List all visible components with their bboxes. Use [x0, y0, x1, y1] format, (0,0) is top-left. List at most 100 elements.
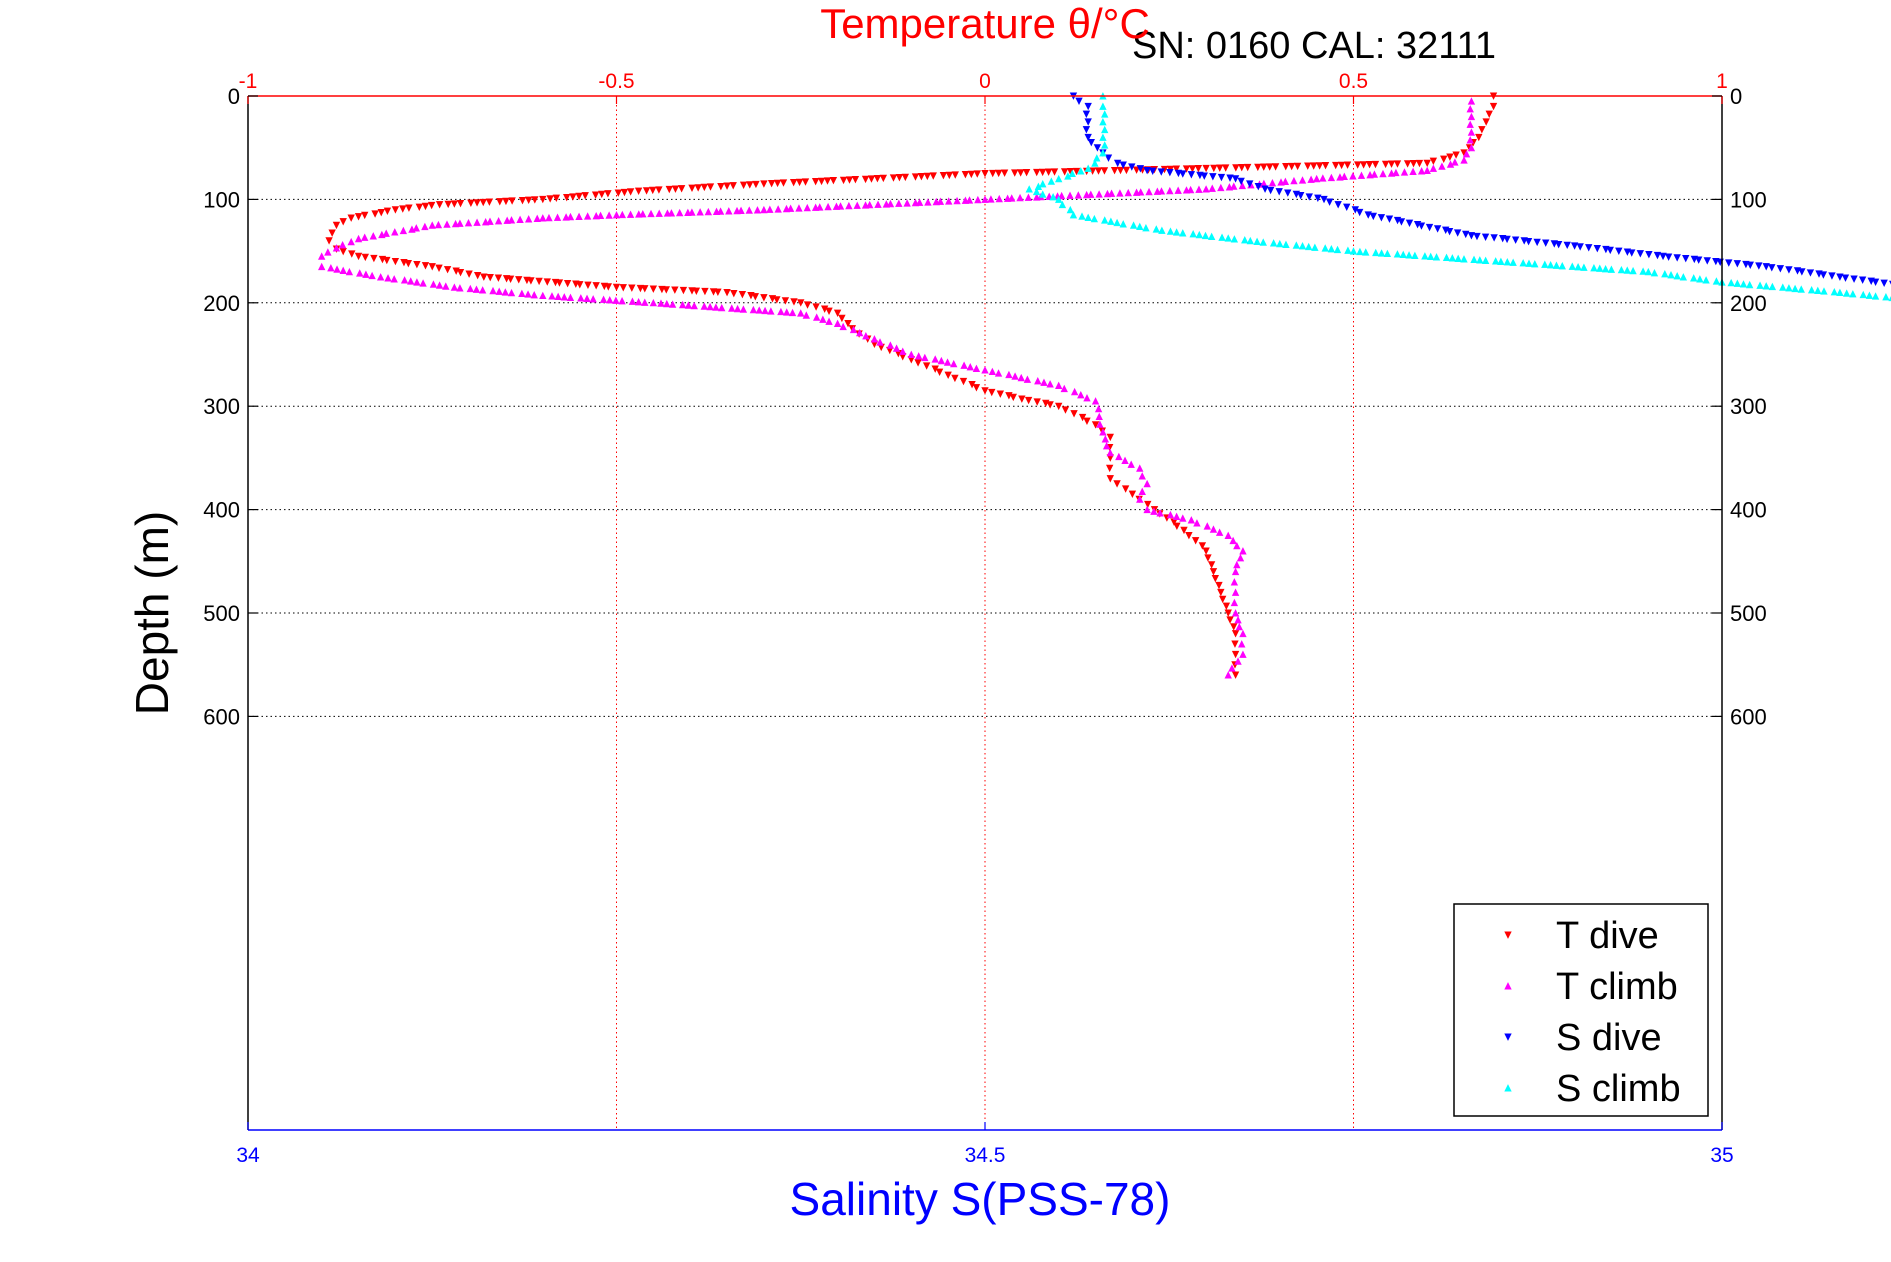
data-point [391, 228, 399, 236]
data-point [1475, 133, 1483, 142]
data-point [853, 201, 861, 209]
data-point [914, 359, 922, 367]
data-point [1101, 110, 1109, 118]
depth-tick-label-left: 0 [228, 84, 240, 109]
data-point [1119, 220, 1127, 228]
data-point [583, 212, 592, 220]
data-point [641, 285, 649, 293]
data-point [332, 221, 341, 230]
data-point [1087, 190, 1095, 198]
data-point [738, 291, 747, 299]
data-point [566, 212, 575, 221]
data-point [356, 269, 364, 277]
data-point [824, 202, 832, 211]
data-point [486, 273, 494, 282]
data-point [1017, 373, 1025, 382]
data-point [1768, 264, 1776, 272]
data-point [524, 290, 532, 298]
data-point [1144, 500, 1152, 509]
data-point [1353, 161, 1362, 169]
data-point [501, 288, 510, 296]
data-point [1806, 269, 1815, 277]
data-point [1239, 650, 1247, 658]
data-point [839, 322, 847, 331]
data-point [1746, 261, 1754, 270]
data-point [701, 287, 709, 296]
data-point [1282, 163, 1290, 171]
data-point [612, 211, 621, 219]
data-point [728, 304, 736, 312]
data-point [951, 171, 959, 179]
data-point [816, 203, 824, 211]
data-point [1099, 428, 1107, 436]
data-point [1217, 588, 1225, 597]
data-point [737, 206, 745, 214]
data-point [399, 226, 408, 235]
data-point [1049, 192, 1057, 201]
data-point [1060, 168, 1069, 176]
data-point [1128, 163, 1136, 171]
data-point [575, 192, 583, 201]
data-point [1340, 172, 1349, 181]
data-point [527, 277, 535, 285]
data-point [973, 170, 981, 178]
data-point [1110, 167, 1119, 175]
data-point [889, 174, 898, 182]
data-point [874, 200, 882, 208]
data-point [407, 277, 415, 285]
data-point [1191, 537, 1200, 545]
data-point [1828, 272, 1836, 280]
data-point [612, 283, 621, 292]
data-point [539, 195, 547, 204]
data-point [1101, 216, 1109, 224]
data-point [524, 196, 533, 205]
data-point [953, 196, 961, 205]
data-point [690, 301, 698, 310]
data-point [384, 274, 392, 282]
data-point [1327, 173, 1336, 182]
data-point [788, 308, 797, 317]
data-point [612, 296, 620, 304]
data-point [1379, 169, 1387, 178]
data-point [606, 296, 614, 304]
data-point [456, 219, 464, 227]
data-point [1201, 231, 1210, 240]
data-point [1179, 229, 1187, 237]
series-t-climb [318, 97, 1476, 679]
data-point [967, 170, 976, 179]
data-point [628, 297, 637, 305]
data-point [1044, 168, 1053, 176]
data-point [400, 276, 409, 284]
data-point [1785, 266, 1793, 274]
data-point [935, 368, 944, 376]
data-point [1158, 226, 1166, 234]
data-point [1312, 174, 1321, 183]
data-point [1727, 278, 1735, 287]
data-point [1046, 401, 1054, 409]
data-point [485, 198, 494, 206]
data-point [1231, 609, 1240, 617]
data-point [1142, 223, 1150, 232]
data-point [1232, 164, 1240, 172]
data-point [1009, 393, 1017, 402]
data-point [1733, 279, 1742, 287]
data-point [783, 308, 791, 316]
data-point [383, 207, 392, 215]
temperature-tick-label: 1 [1716, 70, 1728, 93]
data-point [494, 217, 503, 225]
data-point [489, 286, 497, 295]
data-point [1453, 229, 1462, 237]
data-point [1226, 616, 1234, 624]
data-point [1305, 193, 1313, 201]
data-point [1791, 284, 1799, 293]
data-point [849, 325, 858, 334]
data-point [642, 187, 651, 195]
data-point [1084, 213, 1092, 221]
data-point [1261, 185, 1269, 193]
legend-marker [1504, 931, 1512, 939]
data-point [421, 222, 429, 231]
data-point [1246, 180, 1254, 188]
data-point [1476, 256, 1484, 264]
data-point [1509, 258, 1517, 266]
data-point [1448, 254, 1457, 262]
